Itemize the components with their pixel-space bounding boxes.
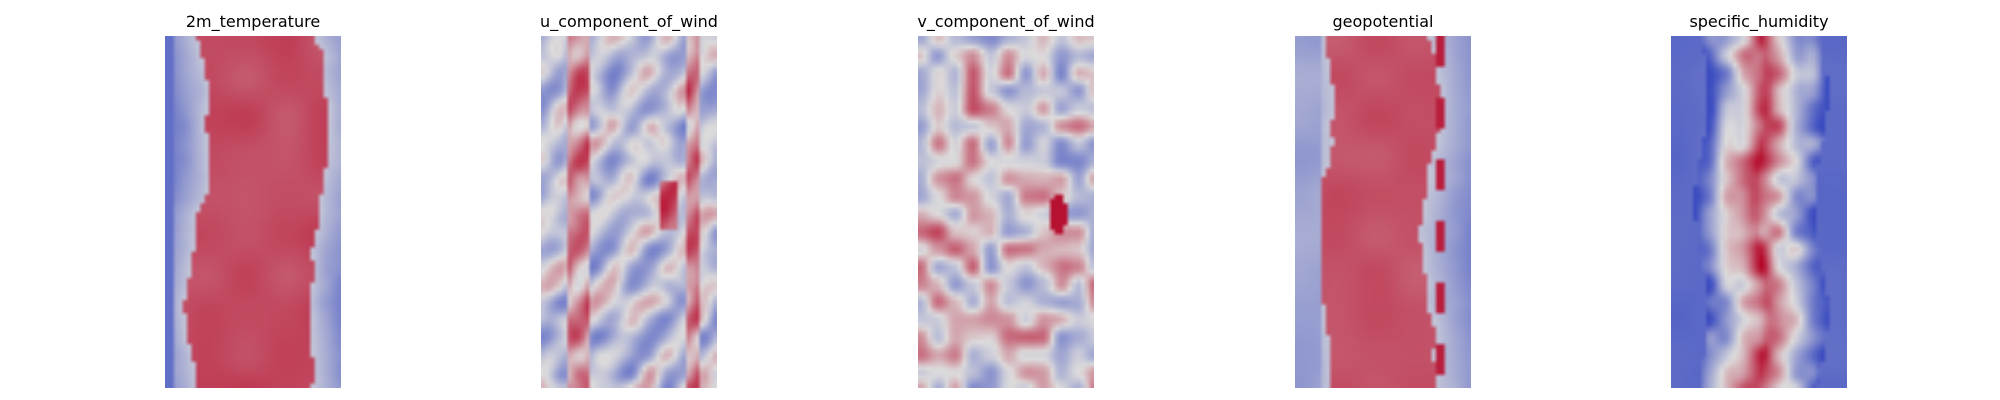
humidity-heatmap	[1671, 36, 1847, 388]
panel-specific-humidity: specific_humidity	[1671, 0, 1847, 400]
panel-title: geopotential	[1332, 12, 1434, 31]
temperature-heatmap	[165, 36, 341, 388]
panel-2m-temperature: 2m_temperature	[165, 0, 341, 400]
panel-title: u_component_of_wind	[540, 12, 718, 31]
panel-title: v_component_of_wind	[917, 12, 1095, 31]
u-wind-heatmap	[541, 36, 717, 388]
v-wind-heatmap	[918, 36, 1094, 388]
panel-v-component-of-wind: v_component_of_wind	[917, 0, 1095, 400]
panel-geopotential: geopotential	[1295, 0, 1471, 400]
geopotential-heatmap	[1295, 36, 1471, 388]
panel-title: specific_humidity	[1689, 12, 1829, 31]
panel-u-component-of-wind: u_component_of_wind	[540, 0, 718, 400]
panel-title: 2m_temperature	[185, 12, 321, 31]
